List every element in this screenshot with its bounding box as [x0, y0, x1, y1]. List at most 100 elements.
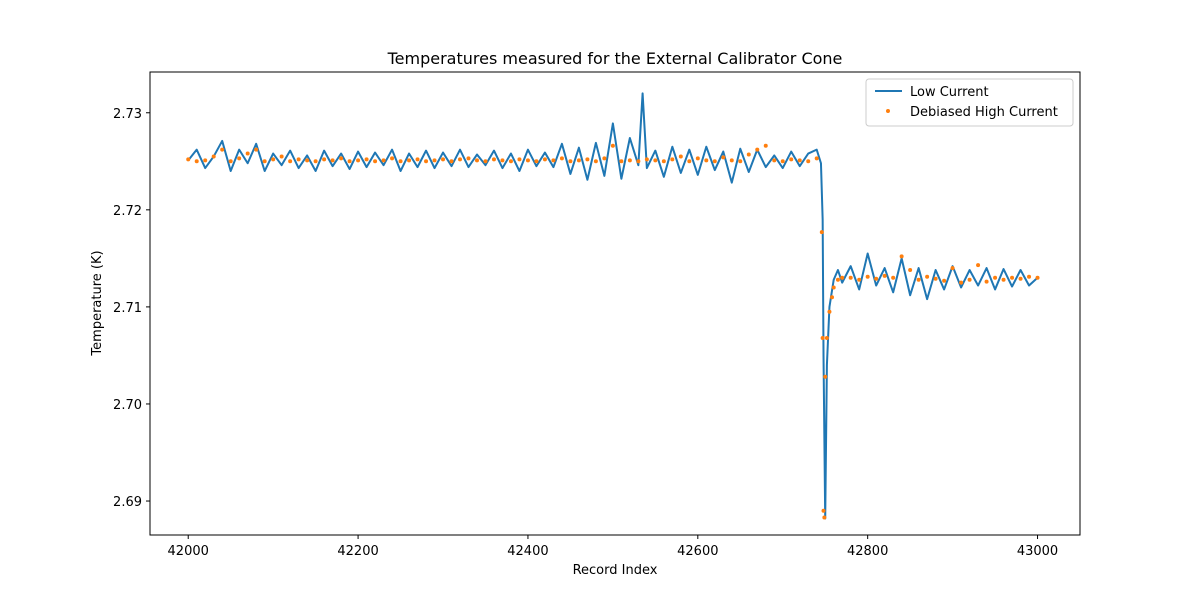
scatter-point-debiased-high-current [746, 152, 751, 157]
scatter-point-debiased-high-current [186, 157, 191, 162]
scatter-point-debiased-high-current [830, 295, 834, 300]
scatter-point-debiased-high-current [814, 156, 819, 161]
scatter-point-debiased-high-current [347, 159, 352, 164]
plot-frame [149, 71, 1081, 536]
scatter-point-debiased-high-current [848, 275, 853, 280]
scatter-point-debiased-high-current [381, 158, 386, 163]
scatter-point-debiased-high-current [763, 143, 768, 148]
scatter-point-debiased-high-current [1010, 275, 1015, 280]
x-tick-label: 42600 [677, 544, 718, 559]
scatter-point-debiased-high-current [474, 158, 479, 163]
scatter-point-debiased-high-current [891, 275, 896, 280]
scatter-point-debiased-high-current [780, 159, 785, 164]
plot-background [150, 72, 1080, 535]
scatter-point-debiased-high-current [959, 280, 964, 285]
scatter-point-debiased-high-current [993, 275, 998, 280]
scatter-point-debiased-high-current [245, 151, 250, 156]
scatter-point-debiased-high-current [441, 157, 446, 162]
scatter-point-debiased-high-current [738, 159, 743, 164]
scatter-point-debiased-high-current [466, 156, 471, 161]
scatter-point-debiased-high-current [755, 147, 760, 152]
scatter-point-debiased-high-current [712, 159, 717, 164]
series-layer [186, 92, 1040, 520]
chart-title: Temperatures measured for the External C… [387, 49, 843, 68]
scatter-point-debiased-high-current [822, 515, 827, 520]
scatter-point-debiased-high-current [695, 156, 700, 161]
y-axis-label: Temperature (K) [90, 250, 105, 356]
y-axis-ticks: 2.69 2.70 2.71 2.72 2.73 [113, 107, 150, 510]
scatter-point-debiased-high-current [827, 309, 832, 314]
scatter-point-debiased-high-current [824, 335, 829, 340]
y-tick-label: 2.71 [113, 301, 142, 316]
scatter-point-debiased-high-current [407, 158, 412, 163]
x-axis-ticks: 42000 42200 42400 42600 42800 43000 [168, 535, 1058, 559]
scatter-point-debiased-high-current [220, 147, 225, 152]
scatter-point-debiased-high-current [942, 278, 947, 283]
scatter-point-debiased-high-current [908, 268, 913, 273]
scatter-point-debiased-high-current [593, 159, 598, 164]
scatter-point-debiased-high-current [517, 157, 522, 162]
x-tick-label: 43000 [1017, 544, 1058, 559]
scatter-point-debiased-high-current [559, 156, 564, 161]
scatter-point-debiased-high-current [398, 159, 403, 164]
scatter-point-debiased-high-current [678, 154, 683, 159]
y-tick-label: 2.73 [113, 107, 142, 122]
scatter-point-debiased-high-current [806, 159, 811, 164]
scatter-point-debiased-high-current [194, 159, 199, 164]
scatter-point-debiased-high-current [1018, 276, 1023, 281]
scatter-point-debiased-high-current [865, 274, 870, 279]
scatter-point-debiased-high-current [203, 158, 208, 163]
scatter-point-debiased-high-current [840, 275, 845, 280]
x-tick-label: 42200 [337, 544, 378, 559]
scatter-point-debiased-high-current [704, 158, 709, 163]
scatter-point-debiased-high-current [967, 277, 972, 282]
scatter-point-debiased-high-current [882, 273, 887, 278]
scatter-point-debiased-high-current [288, 159, 293, 164]
scatter-point-debiased-high-current [491, 157, 496, 162]
y-tick-label: 2.72 [113, 204, 142, 219]
scatter-point-debiased-high-current [916, 277, 921, 282]
scatter-point-debiased-high-current [390, 156, 395, 161]
scatter-point-debiased-high-current [976, 263, 981, 268]
scatter-point-debiased-high-current [322, 157, 327, 162]
scatter-point-debiased-high-current [933, 276, 938, 281]
scatter-point-debiased-high-current [500, 158, 505, 163]
legend-low-current-label: Low Current [910, 85, 989, 100]
scatter-point-debiased-high-current [627, 158, 632, 163]
scatter-point-debiased-high-current [831, 285, 836, 290]
scatter-point-debiased-high-current [874, 276, 879, 281]
scatter-point-debiased-high-current [415, 157, 420, 162]
scatter-point-debiased-high-current [458, 157, 462, 162]
scatter-point-debiased-high-current [857, 277, 862, 282]
scatter-point-debiased-high-current [364, 157, 369, 162]
scatter-point-debiased-high-current [661, 159, 666, 164]
scatter-point-debiased-high-current [254, 147, 259, 152]
scatter-point-debiased-high-current [228, 159, 233, 164]
legend-debiased-high-current-swatch [886, 109, 890, 113]
scatter-point-debiased-high-current [610, 143, 615, 148]
scatter-point-debiased-high-current [670, 157, 675, 162]
legend-debiased-high-current-label: Debiased High Current [910, 105, 1058, 120]
scatter-point-debiased-high-current [687, 159, 692, 164]
scatter-point-debiased-high-current [432, 158, 437, 163]
scatter-point-debiased-high-current [356, 158, 361, 163]
y-tick-label: 2.70 [113, 398, 142, 413]
scatter-point-debiased-high-current [823, 374, 828, 379]
scatter-point-debiased-high-current [262, 159, 267, 164]
scatter-point-debiased-high-current [644, 157, 649, 162]
scatter-point-debiased-high-current [772, 158, 777, 163]
plot-area [149, 71, 1081, 536]
x-tick-label: 42000 [168, 544, 209, 559]
scatter-point-debiased-high-current [237, 156, 242, 161]
x-tick-label: 42400 [507, 544, 548, 559]
scatter-point-debiased-high-current [619, 159, 624, 164]
scatter-point-debiased-high-current [636, 159, 641, 164]
scatter-point-debiased-high-current [950, 266, 955, 271]
scatter-point-debiased-high-current [211, 154, 216, 159]
scatter-point-debiased-high-current [653, 158, 658, 163]
scatter-point-debiased-high-current [984, 279, 989, 284]
legend-box [865, 78, 1074, 127]
scatter-point-debiased-high-current [576, 158, 581, 163]
legend: Low Current Debiased High Current [865, 78, 1074, 127]
